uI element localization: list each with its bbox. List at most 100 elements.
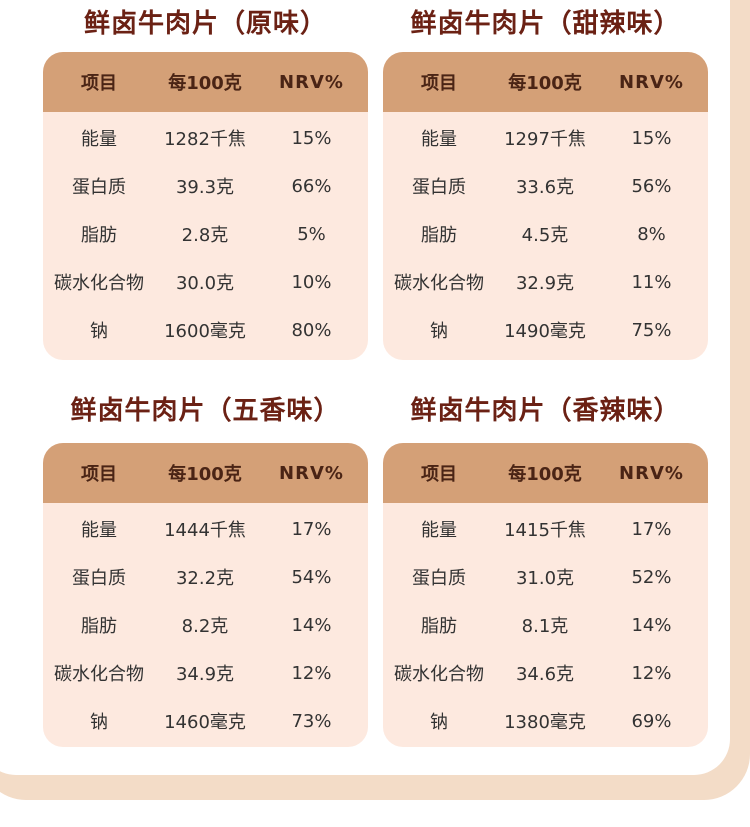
table-row: 蛋白质 31.0克 52% bbox=[383, 553, 708, 601]
amount-cell: 2.8克 bbox=[181, 225, 229, 246]
header-per-100g: 每100克 bbox=[508, 464, 582, 485]
table-header: 项目 每100克 NRV% bbox=[383, 443, 708, 503]
table-row: 碳水化合物 32.9克 11% bbox=[383, 258, 708, 306]
item-cell: 脂肪 bbox=[81, 616, 117, 637]
nrv-cell: 69% bbox=[631, 710, 672, 732]
panel-original: 鲜卤牛肉片（原味） 项目 每100克 NRV% 能量 1282千焦 15% 蛋白质 3… bbox=[43, 4, 368, 360]
item-cell: 脂肪 bbox=[421, 616, 457, 637]
nrv-cell: 56% bbox=[631, 175, 672, 197]
table-row: 碳水化合物 34.6克 12% bbox=[383, 649, 708, 697]
table-header: 项目 每100克 NRV% bbox=[383, 52, 708, 112]
nrv-cell: 14% bbox=[291, 614, 332, 636]
nrv-cell: 15% bbox=[631, 127, 672, 149]
table-row: 能量 1282千焦 15% bbox=[43, 114, 368, 162]
item-cell: 蛋白质 bbox=[412, 177, 466, 198]
amount-cell: 33.6克 bbox=[515, 177, 575, 198]
amount-cell: 34.9克 bbox=[175, 664, 235, 685]
nrv-cell: 80% bbox=[291, 319, 332, 341]
item-cell: 蛋白质 bbox=[72, 177, 126, 198]
item-cell: 能量 bbox=[421, 520, 457, 541]
panel-sweet-spicy: 鲜卤牛肉片（甜辣味） 项目 每100克 NRV% 能量 1297千焦 15% 蛋白质… bbox=[383, 4, 708, 360]
table-row: 钠 1460毫克 73% bbox=[43, 697, 368, 745]
item-cell: 碳水化合物 bbox=[54, 273, 144, 294]
item-cell: 碳水化合物 bbox=[394, 664, 484, 685]
amount-cell: 32.2克 bbox=[175, 568, 235, 589]
nutrition-table: 项目 每100克 NRV% 能量 1282千焦 15% 蛋白质 39.3克 66% 脂肪… bbox=[43, 52, 368, 360]
table-row: 碳水化合物 34.9克 12% bbox=[43, 649, 368, 697]
header-per-100g: 每100克 bbox=[168, 464, 242, 485]
table-row: 蛋白质 39.3克 66% bbox=[43, 162, 368, 210]
nutrition-table: 项目 每100克 NRV% 能量 1444千焦 17% 蛋白质 32.2克 54% 脂肪… bbox=[43, 443, 368, 747]
item-cell: 碳水化合物 bbox=[394, 273, 484, 294]
amount-cell: 8.1克 bbox=[521, 616, 569, 637]
table-row: 钠 1490毫克 75% bbox=[383, 306, 708, 354]
header-nrv: NRV% bbox=[619, 462, 684, 484]
panel-hot-spicy: 鲜卤牛肉片（香辣味） 项目 每100克 NRV% 能量 1415千焦 17% 蛋白质… bbox=[383, 391, 708, 747]
amount-cell: 1490毫克 bbox=[504, 321, 586, 342]
amount-cell: 1460毫克 bbox=[164, 712, 246, 733]
table-row: 脂肪 2.8克 5% bbox=[43, 210, 368, 258]
table-header: 项目 每100克 NRV% bbox=[43, 443, 368, 503]
amount-cell: 1600毫克 bbox=[164, 321, 246, 342]
amount-cell: 34.6克 bbox=[515, 664, 575, 685]
panel-title: 鲜卤牛肉片（原味） bbox=[83, 9, 327, 39]
item-cell: 钠 bbox=[90, 712, 108, 733]
item-cell: 钠 bbox=[90, 321, 108, 342]
table-row: 钠 1600毫克 80% bbox=[43, 306, 368, 354]
table-row: 碳水化合物 30.0克 10% bbox=[43, 258, 368, 306]
item-cell: 脂肪 bbox=[81, 225, 117, 246]
nrv-cell: 14% bbox=[631, 614, 672, 636]
nrv-cell: 17% bbox=[291, 518, 332, 540]
item-cell: 能量 bbox=[421, 129, 457, 150]
table-row: 脂肪 4.5克 8% bbox=[383, 210, 708, 258]
amount-cell: 1282千焦 bbox=[164, 129, 246, 150]
amount-cell: 1380毫克 bbox=[504, 712, 586, 733]
amount-cell: 4.5克 bbox=[521, 225, 569, 246]
amount-cell: 32.9克 bbox=[515, 273, 575, 294]
amount-cell: 31.0克 bbox=[515, 568, 575, 589]
item-cell: 蛋白质 bbox=[412, 568, 466, 589]
header-item: 项目 bbox=[421, 464, 457, 485]
amount-cell: 39.3克 bbox=[175, 177, 235, 198]
nrv-cell: 8% bbox=[637, 223, 666, 245]
nrv-cell: 12% bbox=[631, 662, 672, 684]
item-cell: 钠 bbox=[430, 712, 448, 733]
table-row: 脂肪 8.1克 14% bbox=[383, 601, 708, 649]
header-item: 项目 bbox=[421, 73, 457, 94]
nutrition-table: 项目 每100克 NRV% 能量 1297千焦 15% 蛋白质 33.6克 56% 脂肪… bbox=[383, 52, 708, 360]
panel-five-spice: 鲜卤牛肉片（五香味） 项目 每100克 NRV% 能量 1444千焦 17% 蛋白质… bbox=[43, 391, 368, 747]
amount-cell: 1444千焦 bbox=[164, 520, 246, 541]
header-per-100g: 每100克 bbox=[508, 73, 582, 94]
item-cell: 能量 bbox=[81, 129, 117, 150]
panel-title: 鲜卤牛肉片（五香味） bbox=[70, 396, 341, 426]
nrv-cell: 15% bbox=[291, 127, 332, 149]
table-row: 钠 1380毫克 69% bbox=[383, 697, 708, 745]
table-row: 脂肪 8.2克 14% bbox=[43, 601, 368, 649]
nrv-cell: 10% bbox=[291, 271, 332, 293]
table-row: 能量 1297千焦 15% bbox=[383, 114, 708, 162]
amount-cell: 1415千焦 bbox=[504, 520, 586, 541]
table-row: 蛋白质 32.2克 54% bbox=[43, 553, 368, 601]
nrv-cell: 66% bbox=[291, 175, 332, 197]
table-row: 能量 1415千焦 17% bbox=[383, 505, 708, 553]
header-nrv: NRV% bbox=[619, 71, 684, 93]
amount-cell: 30.0克 bbox=[175, 273, 235, 294]
nutrition-table: 项目 每100克 NRV% 能量 1415千焦 17% 蛋白质 31.0克 52% 脂肪… bbox=[383, 443, 708, 747]
nrv-cell: 17% bbox=[631, 518, 672, 540]
item-cell: 脂肪 bbox=[421, 225, 457, 246]
nrv-cell: 12% bbox=[291, 662, 332, 684]
header-item: 项目 bbox=[81, 464, 117, 485]
table-row: 蛋白质 33.6克 56% bbox=[383, 162, 708, 210]
item-cell: 碳水化合物 bbox=[54, 664, 144, 685]
item-cell: 蛋白质 bbox=[72, 568, 126, 589]
nrv-cell: 52% bbox=[631, 566, 672, 588]
nrv-cell: 54% bbox=[291, 566, 332, 588]
nrv-cell: 75% bbox=[631, 319, 672, 341]
panel-title: 鲜卤牛肉片（香辣味） bbox=[410, 396, 681, 426]
header-nrv: NRV% bbox=[279, 71, 344, 93]
item-cell: 钠 bbox=[430, 321, 448, 342]
amount-cell: 1297千焦 bbox=[504, 129, 586, 150]
nrv-cell: 5% bbox=[297, 223, 326, 245]
header-nrv: NRV% bbox=[279, 462, 344, 484]
nrv-cell: 11% bbox=[631, 271, 672, 293]
